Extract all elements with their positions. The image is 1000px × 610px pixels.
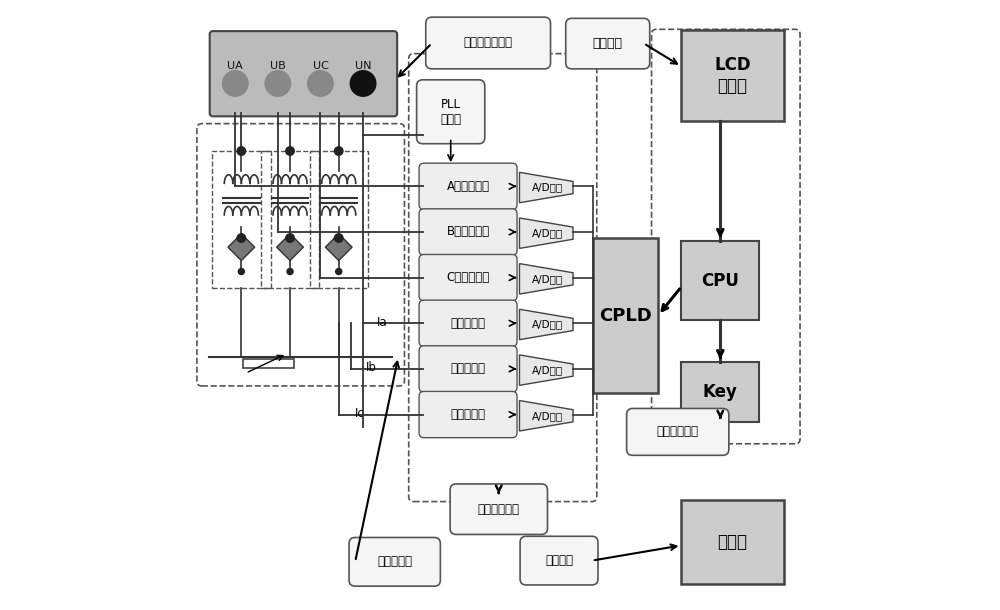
Bar xyxy=(261,151,319,288)
Polygon shape xyxy=(519,355,573,386)
Text: Ib: Ib xyxy=(366,361,377,374)
Text: CPU: CPU xyxy=(701,271,739,290)
Circle shape xyxy=(237,234,246,242)
Text: Key: Key xyxy=(703,383,738,401)
Bar xyxy=(681,362,759,422)
FancyBboxPatch shape xyxy=(419,300,517,346)
FancyBboxPatch shape xyxy=(419,209,517,255)
FancyBboxPatch shape xyxy=(349,537,440,586)
Circle shape xyxy=(334,234,343,242)
Text: A/D转换: A/D转换 xyxy=(532,228,563,238)
Text: UB: UB xyxy=(270,61,286,71)
Circle shape xyxy=(237,147,246,156)
Text: A相电压取样: A相电压取样 xyxy=(447,180,490,193)
Polygon shape xyxy=(519,401,573,431)
Text: B相电压取样: B相电压取样 xyxy=(446,226,490,239)
Text: 显示模块: 显示模块 xyxy=(593,37,623,50)
FancyBboxPatch shape xyxy=(419,163,517,209)
Bar xyxy=(593,238,658,393)
FancyBboxPatch shape xyxy=(417,80,485,144)
Circle shape xyxy=(308,71,333,96)
Text: UA: UA xyxy=(227,61,243,71)
Text: 电流互感器: 电流互感器 xyxy=(451,408,486,421)
Text: A/D转换: A/D转换 xyxy=(532,182,563,193)
Text: 电流互感器: 电流互感器 xyxy=(451,362,486,375)
Text: 外接变压器接口: 外接变压器接口 xyxy=(464,37,513,49)
Bar xyxy=(310,151,368,288)
Text: Ia: Ia xyxy=(377,315,387,329)
Circle shape xyxy=(286,234,294,242)
Text: C相电压取样: C相电压取样 xyxy=(446,271,490,284)
Text: 打印模块: 打印模块 xyxy=(545,554,573,567)
Circle shape xyxy=(238,268,244,274)
Circle shape xyxy=(287,268,293,274)
Text: 标准源输出: 标准源输出 xyxy=(377,555,412,569)
Polygon shape xyxy=(519,218,573,248)
FancyBboxPatch shape xyxy=(419,392,517,438)
Polygon shape xyxy=(519,264,573,294)
Text: A/D转换: A/D转换 xyxy=(532,411,563,421)
Text: LCD
显示屏: LCD 显示屏 xyxy=(714,56,751,95)
FancyBboxPatch shape xyxy=(450,484,547,534)
Circle shape xyxy=(286,147,294,156)
Circle shape xyxy=(265,71,291,96)
Circle shape xyxy=(222,71,248,96)
FancyBboxPatch shape xyxy=(210,31,397,117)
Text: 运算控制模块: 运算控制模块 xyxy=(657,425,699,439)
FancyBboxPatch shape xyxy=(419,254,517,301)
FancyBboxPatch shape xyxy=(426,17,551,69)
FancyBboxPatch shape xyxy=(520,536,598,585)
Text: UN: UN xyxy=(355,61,371,71)
Text: 电流互感器: 电流互感器 xyxy=(451,317,486,330)
Circle shape xyxy=(350,71,376,96)
Bar xyxy=(681,500,784,584)
Circle shape xyxy=(334,147,343,156)
Text: CPLD: CPLD xyxy=(599,307,652,325)
Text: A/D转换: A/D转换 xyxy=(532,365,563,375)
Polygon shape xyxy=(228,234,255,260)
Text: Ic: Ic xyxy=(355,407,365,420)
Circle shape xyxy=(336,268,342,274)
Text: 数据采集模块: 数据采集模块 xyxy=(478,503,520,515)
Bar xyxy=(212,151,271,288)
Bar xyxy=(243,359,294,368)
Polygon shape xyxy=(519,172,573,203)
Bar xyxy=(681,30,784,121)
Text: PLL
锁相环: PLL 锁相环 xyxy=(440,98,461,126)
FancyBboxPatch shape xyxy=(627,409,729,455)
Text: A/D转换: A/D转换 xyxy=(532,274,563,284)
FancyBboxPatch shape xyxy=(419,346,517,392)
Polygon shape xyxy=(519,309,573,340)
Polygon shape xyxy=(325,234,352,260)
FancyBboxPatch shape xyxy=(566,18,650,69)
Text: UC: UC xyxy=(313,61,328,71)
Polygon shape xyxy=(277,234,303,260)
Text: 打印机: 打印机 xyxy=(717,533,747,551)
Text: A/D转换: A/D转换 xyxy=(532,320,563,329)
Bar xyxy=(681,241,759,320)
